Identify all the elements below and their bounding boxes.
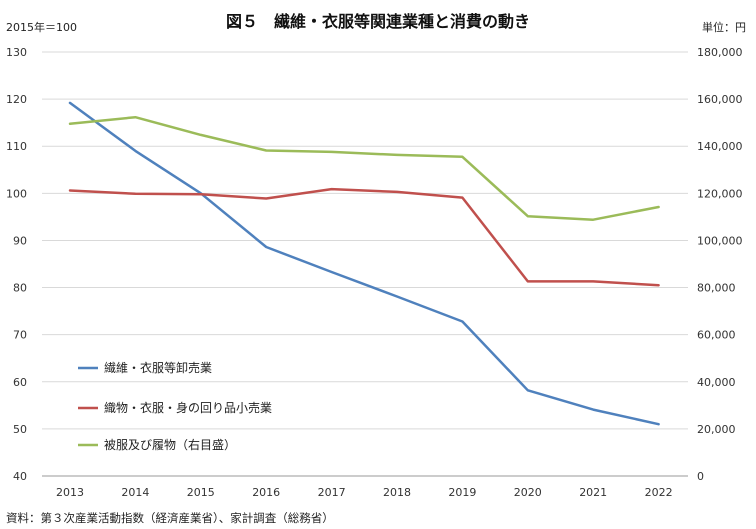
legend-label-clothing-spending: 被服及び履物（右目盛） — [104, 437, 236, 452]
series-line-clothing-spending — [68, 115, 660, 221]
chart-title: 図５ 繊維・衣服等関連業種と消費の動き — [226, 12, 530, 31]
right-axis-note: 単位：円 — [702, 20, 746, 34]
y-left-tick-label: 130 — [6, 46, 27, 59]
y-left-tick-label: 40 — [13, 470, 27, 483]
x-tick-label: 2016 — [252, 486, 280, 499]
x-tick-label: 2015 — [187, 486, 215, 499]
x-tick-label: 2021 — [579, 486, 607, 499]
x-tick-label: 2018 — [383, 486, 411, 499]
y-right-tick-label: 120,000 — [697, 187, 743, 200]
x-tick-label: 2017 — [318, 486, 346, 499]
y-left-tick-label: 100 — [6, 187, 27, 200]
y-right-tick-label: 20,000 — [697, 423, 736, 436]
y-right-tick-label: 140,000 — [697, 140, 743, 153]
legend: 繊維・衣服等卸売業 織物・衣服・身の回り品小売業 被服及び履物（右目盛） — [78, 360, 272, 452]
y-left-tick-label: 90 — [13, 234, 27, 247]
y-left-tick-label: 110 — [6, 140, 27, 153]
x-tick-label: 2013 — [56, 486, 84, 499]
series-lines — [68, 101, 660, 426]
y-left-tick-label: 60 — [13, 376, 27, 389]
y-right-tick-label: 80,000 — [697, 282, 736, 295]
y-right-tick-label: 160,000 — [697, 93, 743, 106]
right-axis-ticks: 0 20,000 40,000 60,000 80,000 100,000 120,000 1… — [697, 46, 743, 483]
series-line-retail — [68, 187, 660, 287]
y-right-tick-label: 100,000 — [697, 234, 743, 247]
series-line-wholesale — [68, 101, 660, 426]
y-right-tick-label: 40,000 — [697, 376, 736, 389]
source-note: 資料：第３次産業活動指数（経済産業省）、家計調査（総務省） — [6, 511, 334, 525]
y-left-tick-label: 120 — [6, 93, 27, 106]
y-right-tick-label: 180,000 — [697, 46, 743, 59]
x-axis-ticks: 2013 2014 2015 2016 2017 2018 2019 2020 2021 2022 — [56, 486, 673, 499]
y-left-tick-label: 50 — [13, 423, 27, 436]
y-right-tick-label: 60,000 — [697, 329, 736, 342]
legend-label-retail: 織物・衣服・身の回り品小売業 — [104, 400, 272, 415]
y-left-tick-label: 80 — [13, 282, 27, 295]
x-tick-label: 2014 — [121, 486, 149, 499]
left-axis-note: 2015年＝100 — [6, 20, 77, 34]
left-axis-ticks: 40 50 60 70 80 90 100 110 120 130 — [6, 46, 27, 483]
y-right-tick-label: 0 — [697, 470, 704, 483]
legend-label-wholesale: 繊維・衣服等卸売業 — [104, 360, 212, 375]
x-tick-label: 2019 — [448, 486, 476, 499]
y-left-tick-label: 70 — [13, 329, 27, 342]
x-tick-label: 2020 — [514, 486, 542, 499]
x-tick-label: 2022 — [645, 486, 673, 499]
